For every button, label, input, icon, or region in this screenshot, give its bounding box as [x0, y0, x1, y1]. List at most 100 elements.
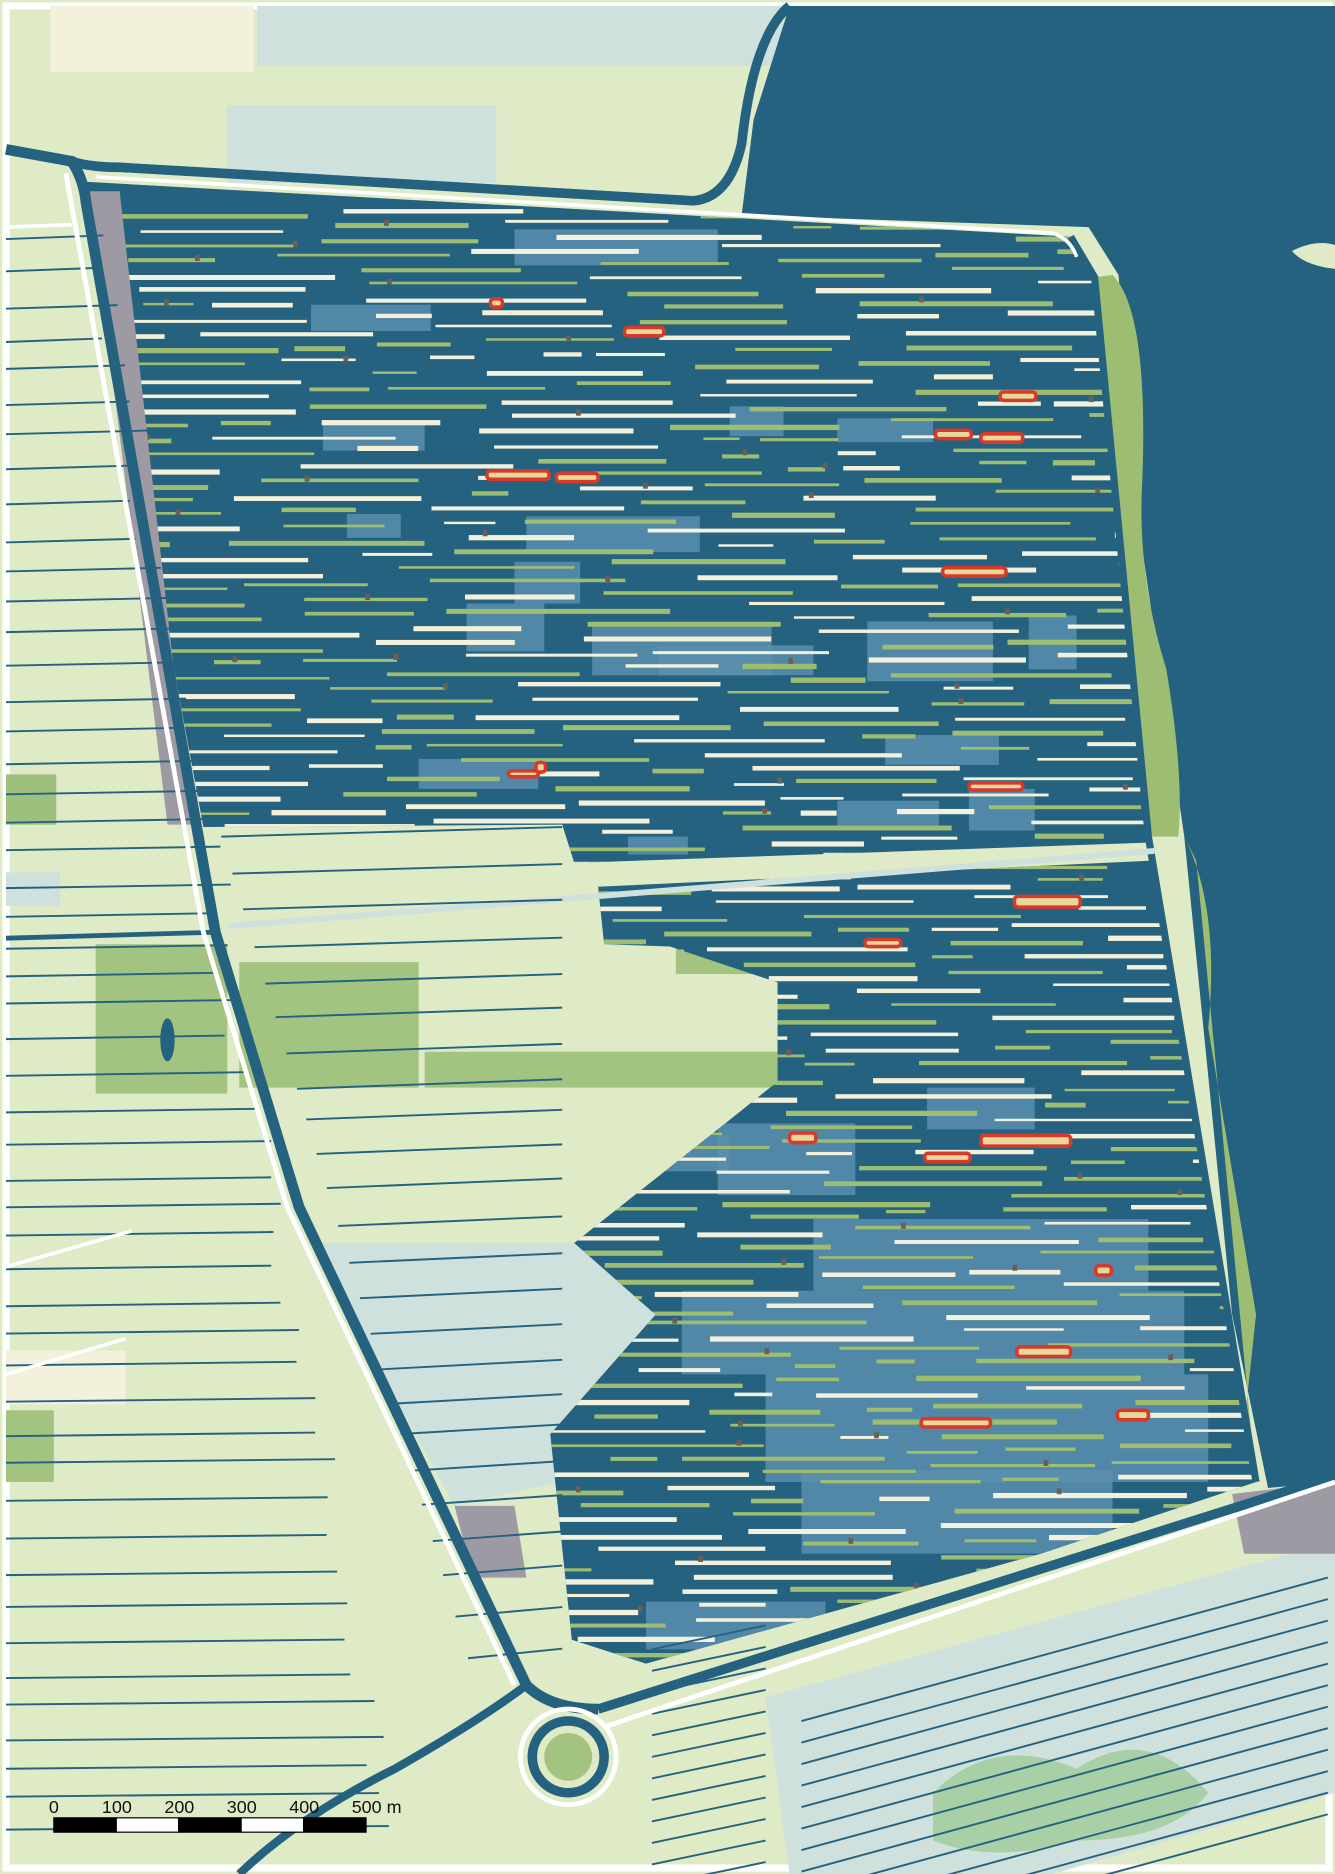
strip	[1063, 1176, 1257, 1181]
hut	[848, 1537, 854, 1544]
strip	[742, 663, 817, 670]
strip	[1189, 1368, 1245, 1372]
strip	[433, 818, 650, 824]
strip	[129, 723, 272, 727]
highlight	[622, 325, 666, 338]
strip	[868, 657, 1026, 663]
ditch	[5, 1301, 281, 1308]
strip	[405, 804, 566, 810]
strip	[1005, 1447, 1076, 1451]
hut	[822, 462, 828, 469]
strip	[718, 544, 774, 547]
hut	[643, 482, 648, 489]
strip	[859, 1166, 1047, 1171]
strip	[465, 653, 638, 657]
strip	[740, 706, 899, 712]
ditch	[651, 1839, 766, 1866]
strip	[611, 559, 786, 565]
pale-field	[5, 872, 60, 906]
canal	[70, 2, 793, 206]
ditch	[5, 998, 239, 1005]
strip	[578, 800, 765, 806]
strip	[796, 778, 937, 783]
strip	[140, 230, 284, 233]
strip	[793, 616, 855, 619]
strip	[376, 313, 432, 319]
hut	[954, 682, 960, 689]
ditch	[5, 818, 204, 824]
ditch	[5, 971, 217, 978]
hut	[365, 594, 370, 601]
strip	[1037, 757, 1186, 761]
strip	[138, 765, 270, 771]
ditch	[326, 1177, 563, 1190]
strip	[946, 1315, 1150, 1321]
strip	[228, 540, 425, 546]
scale-segment	[178, 1817, 242, 1833]
highlight	[979, 432, 1025, 444]
strip	[603, 591, 793, 595]
strip	[818, 1256, 974, 1259]
strip	[770, 1125, 913, 1130]
ditch	[5, 1735, 384, 1742]
ditch	[5, 1329, 299, 1335]
strip	[375, 745, 412, 750]
strip	[130, 617, 262, 622]
strip	[321, 420, 441, 426]
strip	[558, 1383, 743, 1388]
strip	[306, 718, 383, 724]
hut	[1012, 1264, 1018, 1271]
strip	[703, 437, 740, 441]
hut	[443, 683, 448, 690]
strip	[534, 771, 600, 777]
strip	[818, 629, 1019, 633]
strip	[1130, 1412, 1257, 1418]
strip	[682, 1589, 778, 1594]
strip	[963, 1328, 1064, 1331]
ditch	[411, 1460, 563, 1472]
ditch	[5, 364, 126, 370]
strip	[362, 552, 433, 556]
strip	[948, 970, 1103, 975]
ditch	[5, 944, 228, 950]
ditch	[5, 1071, 245, 1077]
strip	[951, 266, 1064, 270]
strip	[706, 947, 908, 952]
strip	[841, 584, 939, 589]
strip	[810, 1032, 959, 1037]
strip	[1135, 1399, 1257, 1406]
strip	[716, 1170, 830, 1174]
strip	[710, 1336, 914, 1342]
ditch	[5, 464, 129, 471]
strip	[866, 1407, 913, 1412]
ditch	[651, 1667, 766, 1694]
strip	[835, 1094, 1052, 1099]
ditch	[432, 1530, 563, 1543]
strip	[916, 1375, 1141, 1382]
strip	[376, 342, 451, 347]
strip	[102, 649, 323, 653]
strip	[308, 764, 383, 768]
strip	[583, 636, 772, 642]
pale-field	[257, 5, 784, 66]
strip	[916, 865, 1108, 870]
ditch	[801, 1641, 1329, 1787]
strip	[781, 1139, 921, 1143]
road	[63, 172, 517, 1687]
lake	[741, 5, 1335, 1488]
hut	[1005, 608, 1011, 615]
strip	[224, 824, 415, 828]
strip	[563, 1399, 690, 1406]
strip	[602, 829, 673, 834]
strip	[928, 612, 1067, 618]
strip	[858, 361, 991, 366]
strip	[505, 219, 669, 223]
strip	[740, 1244, 831, 1250]
strip	[894, 1240, 1079, 1244]
strip	[820, 1480, 981, 1484]
strip	[813, 539, 885, 544]
strip	[906, 1450, 978, 1454]
strip	[375, 639, 515, 645]
scale-label: 0	[49, 1797, 59, 1817]
hut	[788, 657, 794, 664]
